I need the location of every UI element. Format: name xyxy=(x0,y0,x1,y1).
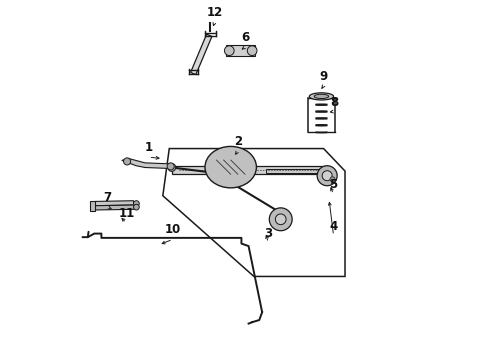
Text: 2: 2 xyxy=(234,135,242,148)
Text: 7: 7 xyxy=(103,191,112,204)
Text: 1: 1 xyxy=(145,141,152,154)
Circle shape xyxy=(134,201,139,206)
Circle shape xyxy=(330,177,335,182)
Polygon shape xyxy=(95,201,134,206)
Circle shape xyxy=(168,163,176,171)
Polygon shape xyxy=(122,158,172,168)
Circle shape xyxy=(224,46,234,55)
Text: 4: 4 xyxy=(329,220,338,233)
Text: 6: 6 xyxy=(241,31,249,44)
Circle shape xyxy=(247,46,257,55)
Polygon shape xyxy=(191,34,212,75)
Circle shape xyxy=(270,208,292,231)
Ellipse shape xyxy=(314,94,329,99)
Bar xyxy=(226,45,255,57)
Circle shape xyxy=(123,158,131,165)
Polygon shape xyxy=(95,205,135,210)
Text: 10: 10 xyxy=(165,224,181,237)
Circle shape xyxy=(275,214,286,225)
Circle shape xyxy=(317,166,337,186)
Text: 8: 8 xyxy=(330,95,339,109)
Text: 9: 9 xyxy=(319,70,328,83)
Circle shape xyxy=(134,204,139,210)
Text: 11: 11 xyxy=(118,207,135,220)
Circle shape xyxy=(322,171,332,181)
Text: 5: 5 xyxy=(329,179,338,192)
Text: 3: 3 xyxy=(264,227,272,240)
Text: 12: 12 xyxy=(206,6,223,19)
Polygon shape xyxy=(90,201,95,211)
Circle shape xyxy=(167,163,174,170)
Circle shape xyxy=(279,210,287,218)
Ellipse shape xyxy=(205,147,256,188)
Ellipse shape xyxy=(309,93,334,100)
Polygon shape xyxy=(267,169,323,173)
Bar xyxy=(172,166,327,174)
